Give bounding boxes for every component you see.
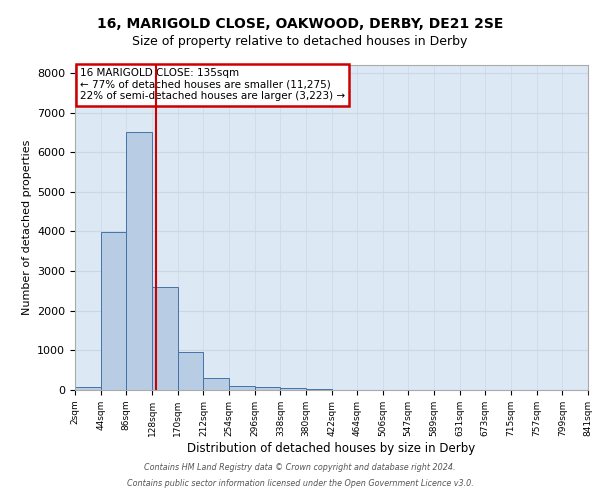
Bar xyxy=(152,287,178,390)
Bar xyxy=(178,352,203,390)
Bar xyxy=(280,388,306,390)
Text: 16, MARIGOLD CLOSE, OAKWOOD, DERBY, DE21 2SE: 16, MARIGOLD CLOSE, OAKWOOD, DERBY, DE21… xyxy=(97,18,503,32)
Bar xyxy=(203,378,229,390)
Bar xyxy=(101,232,127,390)
Text: 16 MARIGOLD CLOSE: 135sqm
← 77% of detached houses are smaller (11,275)
22% of s: 16 MARIGOLD CLOSE: 135sqm ← 77% of detac… xyxy=(80,68,345,102)
Bar xyxy=(306,389,332,390)
X-axis label: Distribution of detached houses by size in Derby: Distribution of detached houses by size … xyxy=(187,442,476,454)
Text: Contains HM Land Registry data © Crown copyright and database right 2024.: Contains HM Land Registry data © Crown c… xyxy=(144,464,456,472)
Text: Size of property relative to detached houses in Derby: Size of property relative to detached ho… xyxy=(133,35,467,48)
Y-axis label: Number of detached properties: Number of detached properties xyxy=(22,140,32,315)
Bar xyxy=(255,387,280,390)
Text: Contains public sector information licensed under the Open Government Licence v3: Contains public sector information licen… xyxy=(127,478,473,488)
Bar xyxy=(75,387,101,390)
Bar xyxy=(127,132,152,390)
Bar xyxy=(229,386,255,390)
